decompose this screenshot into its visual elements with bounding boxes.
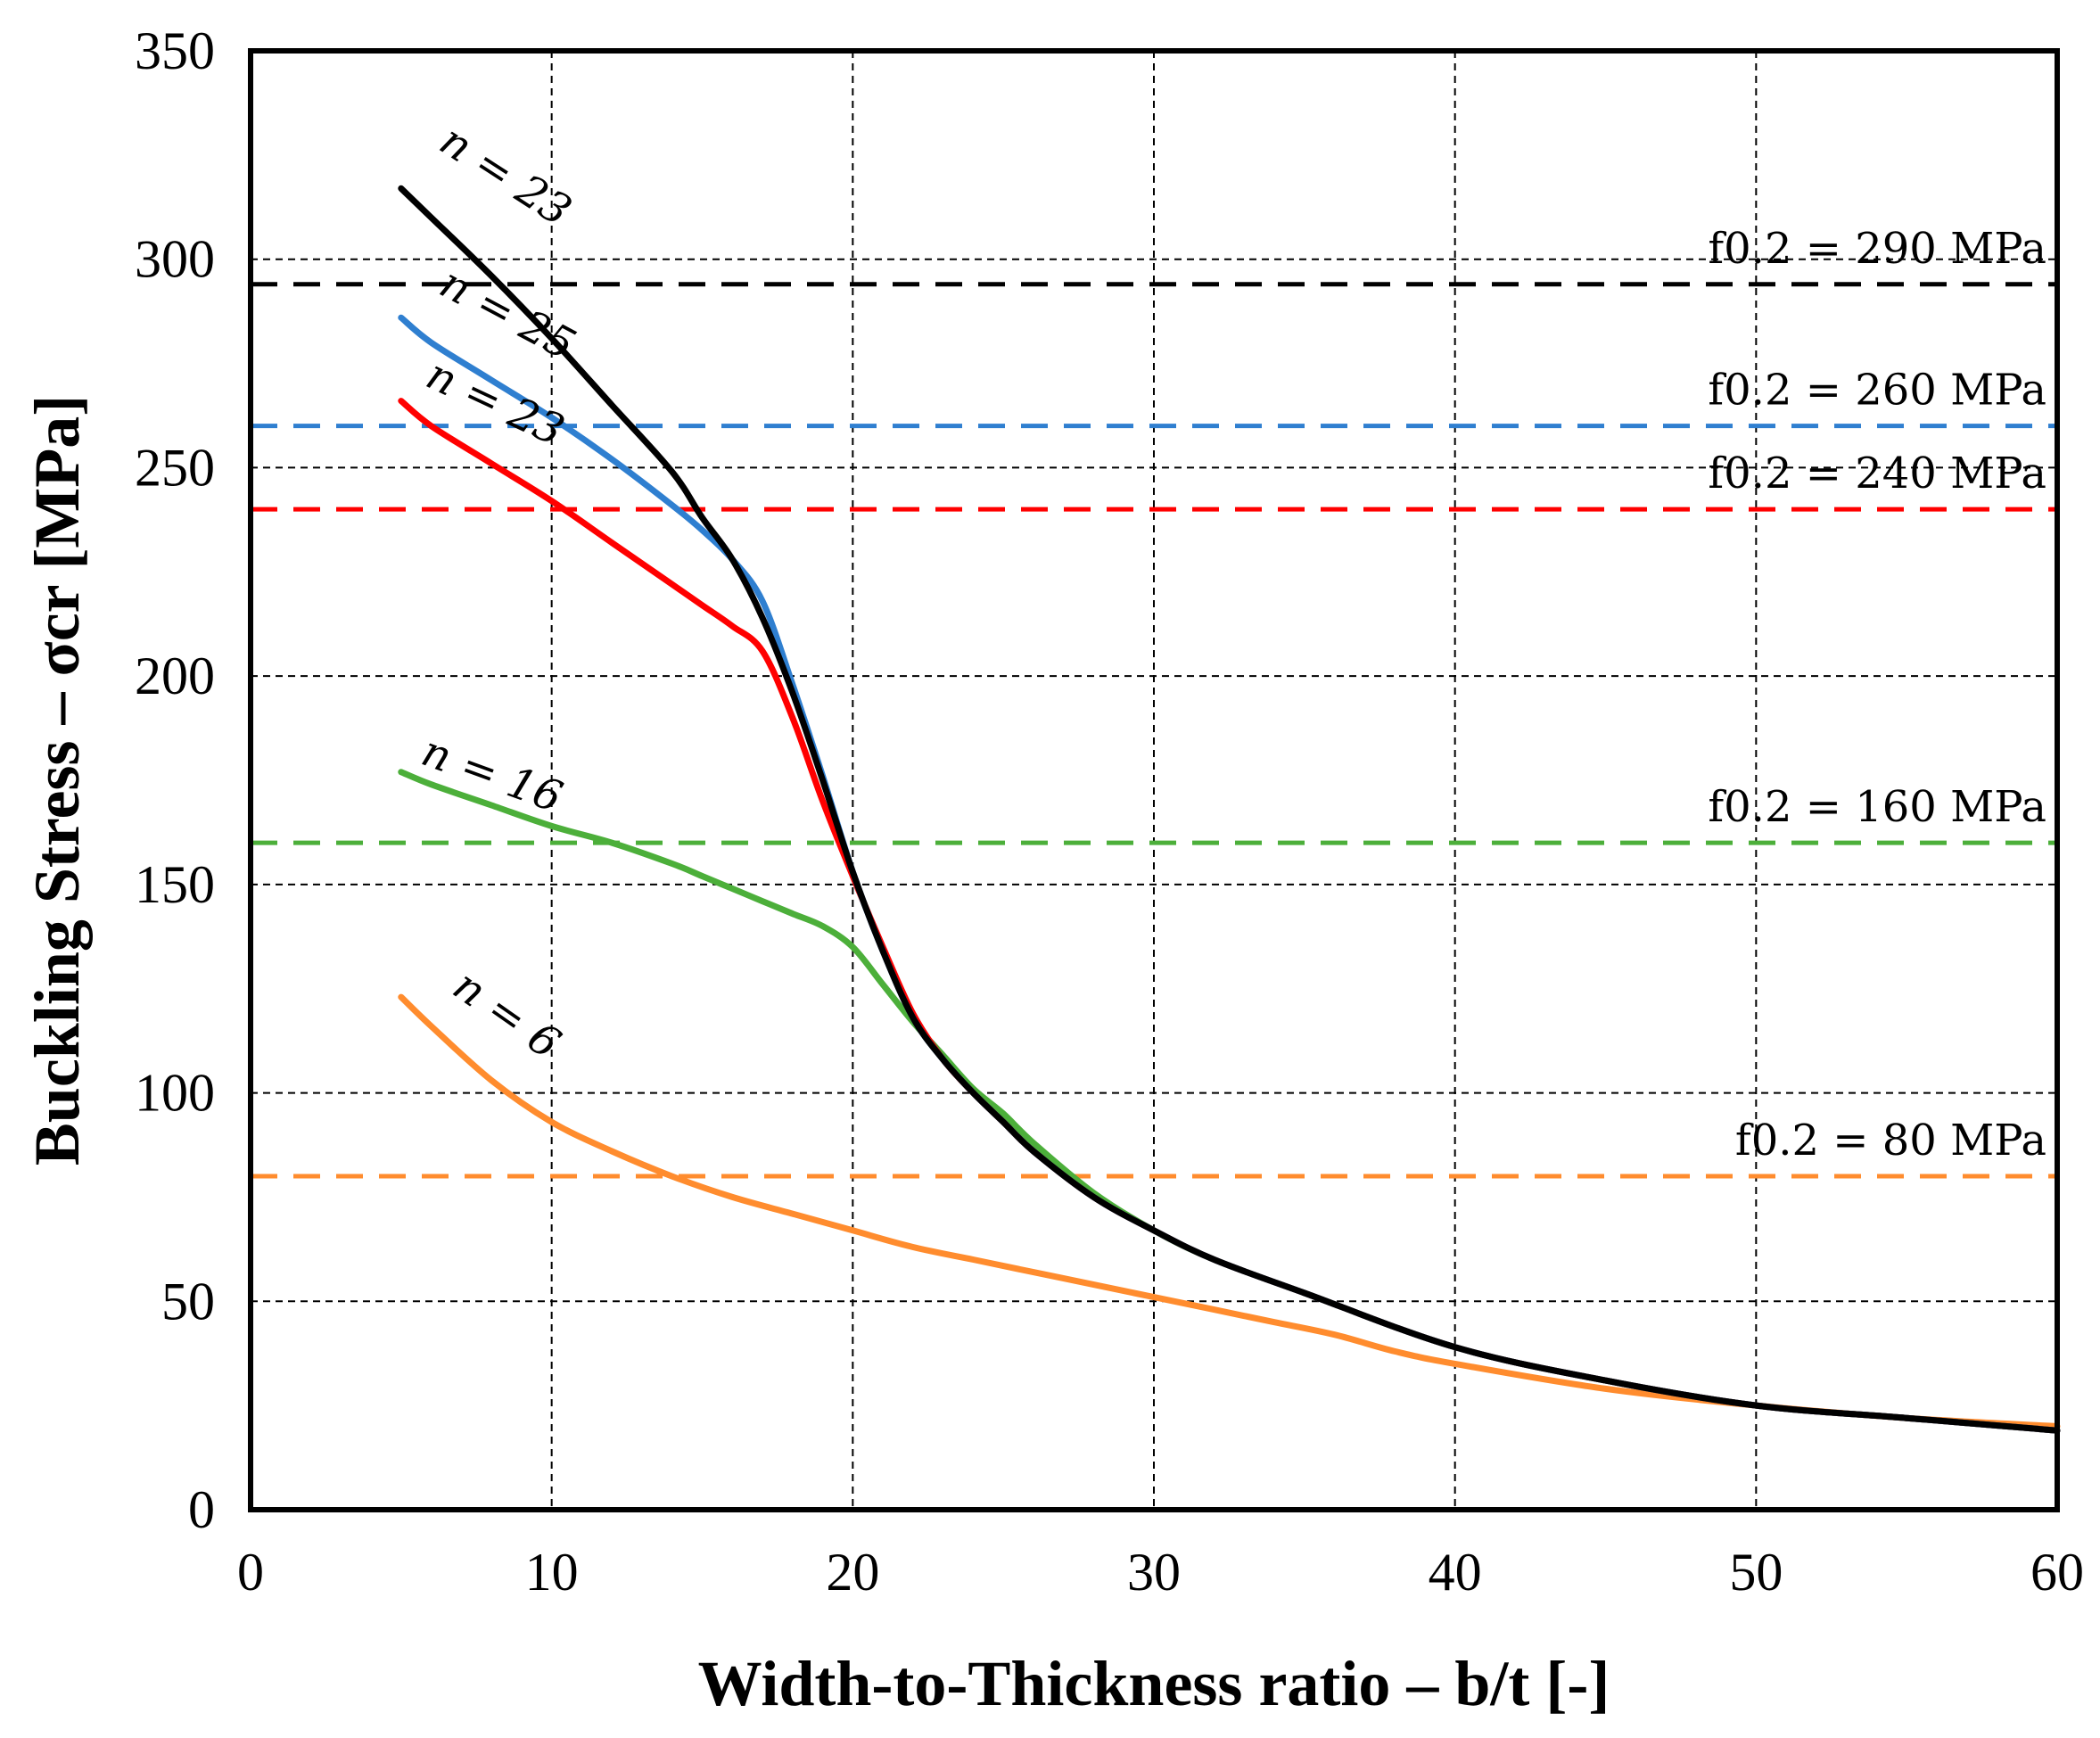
- x-tick-label: 30: [1127, 1543, 1181, 1602]
- y-tick-label: 0: [188, 1480, 215, 1539]
- yield-label: f0.2 = 290 MPa: [1708, 224, 2046, 274]
- yield-label: f0.2 = 80 MPa: [1735, 1116, 2046, 1166]
- x-tick-label: 10: [525, 1543, 579, 1602]
- y-tick-label: 350: [135, 21, 215, 80]
- curve-label: n = 25: [432, 258, 583, 370]
- x-tick-labels: 0 10 20 30 40 50 60: [237, 1543, 2084, 1602]
- y-tick-label: 50: [161, 1272, 215, 1330]
- x-axis-title: Width-to-Thickness ratio – b/t [-]: [698, 1648, 1610, 1719]
- x-tick-label: 20: [826, 1543, 879, 1602]
- y-tick-labels: 0 50 100 150 200 250 300 350: [135, 21, 215, 1539]
- series-line: [398, 185, 2061, 1434]
- buckling-curves: [398, 185, 2061, 1434]
- curve-label: n = 23: [419, 350, 572, 457]
- x-tick-label: 0: [237, 1543, 264, 1602]
- yield-label: f0.2 = 260 MPa: [1708, 366, 2046, 416]
- y-tick-label: 150: [135, 855, 215, 914]
- plot-frame: [248, 48, 2060, 1512]
- x-tick-label: 60: [2030, 1543, 2084, 1602]
- yield-reference-labels: f0.2 = 290 MPa f0.2 = 260 MPa f0.2 = 240 M…: [1708, 224, 2046, 1166]
- y-tick-label: 100: [135, 1064, 215, 1123]
- y-tick-label: 200: [135, 647, 215, 705]
- series-line: [398, 769, 2061, 1434]
- yield-label: f0.2 = 160 MPa: [1708, 782, 2046, 832]
- x-tick-label: 50: [1729, 1543, 1783, 1602]
- y-axis-title: Buckling Stress – σcr [MPa]: [21, 395, 93, 1166]
- series-line: [398, 398, 2061, 1434]
- x-tick-label: 40: [1429, 1543, 1482, 1602]
- curve-label: n = 23: [431, 115, 580, 236]
- y-tick-label: 250: [135, 438, 215, 497]
- series-line: [398, 993, 2061, 1429]
- y-tick-label: 300: [135, 230, 215, 289]
- yield-label: f0.2 = 240 MPa: [1708, 449, 2046, 498]
- yield-reference-lines: [251, 282, 2057, 1179]
- gridlines: [251, 51, 2057, 1510]
